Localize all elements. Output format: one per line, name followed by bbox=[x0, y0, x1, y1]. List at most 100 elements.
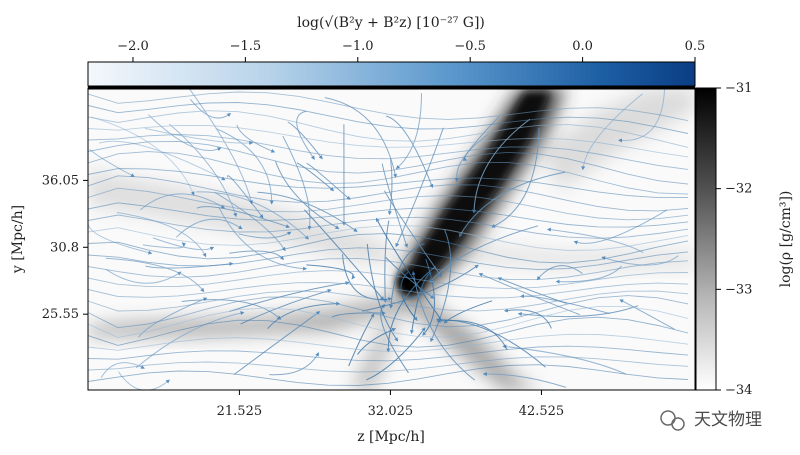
field-streamline bbox=[88, 91, 689, 122]
plot-area bbox=[87, 86, 696, 391]
field-streamline bbox=[88, 356, 689, 373]
field-streamline bbox=[88, 257, 689, 281]
field-streamline bbox=[181, 299, 282, 320]
field-streamlines bbox=[88, 88, 689, 390]
field-colorbar-bar bbox=[87, 61, 696, 87]
field-streamline bbox=[88, 233, 689, 264]
density-wall-lower bbox=[350, 298, 405, 390]
field-streamline bbox=[267, 301, 341, 330]
field-streamline bbox=[282, 135, 312, 231]
field-colorbar-tick-label: −1.5 bbox=[230, 39, 262, 54]
y-tick-label: 25.55 bbox=[42, 307, 79, 322]
field-streamline bbox=[482, 371, 567, 388]
field-streamline bbox=[88, 223, 153, 255]
filament-core bbox=[405, 92, 550, 290]
field-streamline bbox=[88, 305, 689, 338]
field-streamline bbox=[458, 171, 566, 238]
field-streamline bbox=[88, 316, 689, 348]
watermark: 天文物理 bbox=[660, 410, 762, 431]
field-streamline bbox=[581, 93, 643, 171]
field-streamline bbox=[176, 218, 243, 238]
density-field bbox=[88, 88, 695, 390]
x-axis: 21.525 32.025 42.525 z [Mpc/h] bbox=[217, 390, 565, 445]
field-streamline bbox=[436, 319, 508, 351]
field-streamline bbox=[491, 127, 540, 228]
field-colorbar-tick-label: −1.0 bbox=[342, 39, 374, 54]
field-streamline bbox=[169, 123, 238, 218]
field-streamline bbox=[478, 273, 580, 316]
field-streamline bbox=[275, 161, 340, 230]
field-streamline bbox=[88, 290, 689, 312]
density-colorbar-tick-label: −31 bbox=[725, 81, 752, 96]
field-streamline bbox=[135, 311, 245, 369]
field-streamline bbox=[88, 224, 689, 251]
field-colorbar-tick-label: −2.0 bbox=[117, 39, 149, 54]
field-streamline bbox=[218, 206, 308, 271]
field-streamline bbox=[375, 217, 443, 322]
field-streamline bbox=[137, 297, 208, 338]
field-streamline bbox=[443, 300, 493, 324]
wechat-logo-icon bbox=[660, 410, 685, 431]
x-tick-label: 32.025 bbox=[368, 404, 414, 419]
field-streamline bbox=[227, 175, 264, 219]
field-streamline bbox=[306, 163, 351, 201]
field-streamline bbox=[601, 255, 679, 266]
x-axis-ticks: 21.525 32.025 42.525 bbox=[217, 390, 565, 419]
density-colorbar-tick-label: −33 bbox=[725, 282, 752, 297]
density-colorbar-label: log(ρ [g/cm³]) bbox=[778, 191, 794, 288]
field-streamline bbox=[88, 295, 689, 329]
field-streamline bbox=[287, 121, 323, 160]
field-streamline bbox=[214, 191, 286, 252]
field-streamline bbox=[348, 313, 375, 367]
y-tick-label: 30.8 bbox=[50, 240, 79, 255]
field-streamline bbox=[90, 116, 195, 196]
field-streamline bbox=[88, 187, 689, 221]
field-streamline bbox=[361, 264, 479, 312]
field-streamline bbox=[324, 97, 398, 178]
field-streamline bbox=[296, 162, 335, 192]
field-streamline bbox=[189, 88, 253, 205]
field-streamline bbox=[190, 98, 232, 119]
field-streamline bbox=[142, 242, 187, 249]
density-wall-lower-right bbox=[410, 292, 540, 390]
field-streamline bbox=[88, 214, 689, 239]
watermark-text: 天文物理 bbox=[694, 410, 762, 430]
field-streamline bbox=[229, 281, 350, 312]
density-colorbar-tick-label: −32 bbox=[725, 182, 752, 197]
field-streamline bbox=[88, 124, 689, 158]
field-streamline bbox=[116, 212, 207, 258]
field-colorbar-ticks: −2.0 −1.5 −1.0 −0.5 0.0 0.5 bbox=[117, 39, 705, 62]
field-streamline bbox=[400, 271, 418, 321]
x-tick-label: 21.525 bbox=[217, 404, 263, 419]
field-streamline bbox=[384, 190, 442, 278]
field-streamline bbox=[619, 299, 675, 330]
field-streamline bbox=[88, 247, 689, 270]
field-streamline bbox=[257, 191, 358, 232]
field-streamline bbox=[88, 270, 689, 290]
field-streamline bbox=[304, 209, 385, 301]
field-streamline bbox=[88, 364, 689, 386]
density-colorbar-tick-label: −34 bbox=[725, 383, 752, 398]
field-streamline bbox=[517, 305, 639, 318]
field-streamline bbox=[88, 202, 689, 228]
field-streamline bbox=[140, 193, 226, 211]
y-axis: 36.05 30.8 25.55 y [Mpc/h] bbox=[10, 173, 88, 322]
x-tick-label: 42.525 bbox=[519, 404, 565, 419]
density-sheet-left bbox=[88, 170, 400, 262]
field-streamline bbox=[88, 345, 689, 362]
x-axis-label: z [Mpc/h] bbox=[357, 429, 425, 445]
field-streamline bbox=[144, 127, 254, 146]
field-streamline bbox=[389, 243, 425, 309]
field-streamline bbox=[422, 259, 435, 336]
y-tick-label: 36.05 bbox=[42, 173, 79, 188]
field-streamline bbox=[380, 304, 409, 374]
field-streamline bbox=[536, 265, 583, 281]
field-streamline bbox=[215, 128, 274, 205]
field-streamline bbox=[88, 175, 689, 212]
density-sheet-right bbox=[450, 240, 695, 270]
y-axis-label: y [Mpc/h] bbox=[10, 205, 26, 274]
density-colorbar-bar bbox=[695, 87, 717, 391]
field-streamline bbox=[497, 277, 567, 304]
